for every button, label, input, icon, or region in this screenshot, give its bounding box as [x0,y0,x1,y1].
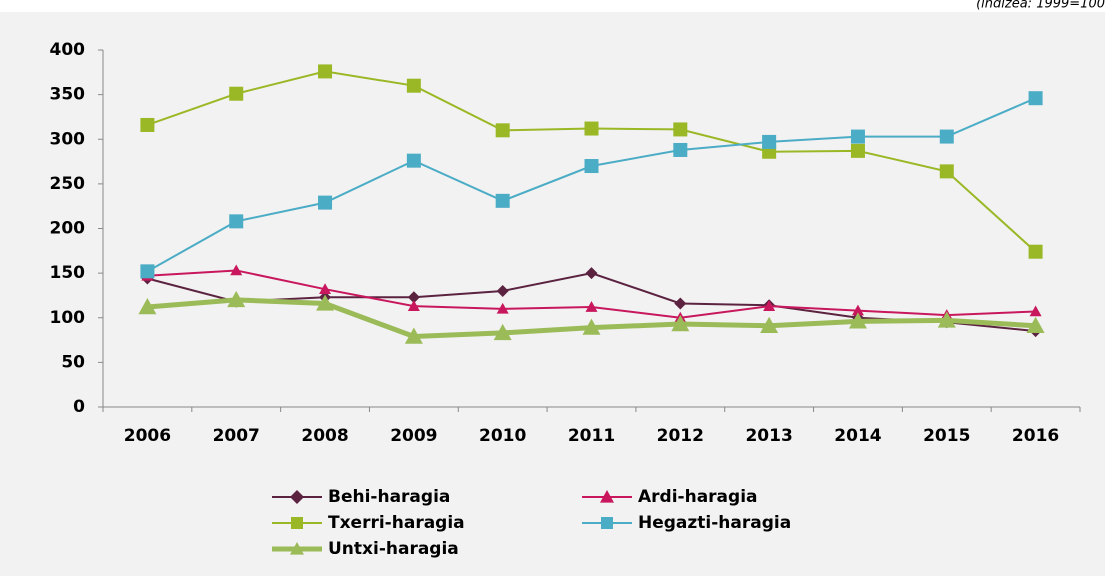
y-tick-label: 50 [61,352,85,372]
y-tick-label: 350 [50,85,86,105]
marker [851,304,864,316]
marker [407,300,420,311]
marker [290,542,304,555]
x-tick-label: 2011 [568,426,615,446]
marker [406,78,421,93]
marker [404,327,423,344]
marker [290,490,304,504]
marker [140,117,155,132]
marker [848,312,867,329]
marker [601,517,613,529]
marker [407,291,420,304]
marker [227,290,246,308]
y-tick-label: 100 [50,308,86,328]
marker [1028,244,1043,259]
x-tick-label: 2014 [834,426,881,446]
marker [582,318,601,335]
marker [850,143,865,158]
marker [600,490,614,503]
x-tick-label: 2010 [479,426,526,446]
y-tick-label: 400 [50,40,86,60]
marker [850,129,865,144]
marker [937,311,956,328]
marker [318,195,333,210]
marker [585,267,598,280]
legend-label: Hegazti-haragia [638,513,791,533]
marker [760,316,779,333]
legend-label: Txerri-haragia [328,513,465,533]
marker [763,300,776,311]
marker [496,284,509,297]
marker [138,298,157,315]
marker [939,164,954,179]
x-tick-label: 2007 [213,426,260,446]
top-band [0,0,1105,12]
marker [319,283,332,294]
y-tick-label: 0 [73,397,85,417]
marker [673,122,688,137]
marker [318,64,333,79]
marker [230,264,243,276]
y-tick-label: 300 [50,129,86,149]
x-tick-label: 2015 [923,426,970,446]
marker [1029,305,1042,317]
marker [1028,91,1043,106]
marker [674,297,687,310]
x-tick-label: 2016 [1012,426,1059,446]
x-tick-label: 2012 [657,426,704,446]
legend-label: Behi-haragia [328,487,450,507]
marker [229,214,244,229]
marker [495,193,510,208]
marker [316,294,335,311]
x-tick-label: 2006 [124,426,171,446]
marker [493,323,512,341]
legend-label: Ardi-haragia [638,487,758,507]
marker [762,134,777,149]
marker [291,517,303,529]
marker [140,264,155,279]
marker [406,153,421,168]
y-tick-label: 150 [50,263,86,283]
marker [939,129,954,144]
marker [671,314,690,332]
marker [496,302,509,314]
marker [673,142,688,157]
x-tick-label: 2009 [390,426,437,446]
y-tick-label: 250 [50,174,86,194]
x-tick-label: 2013 [745,426,792,446]
y-tick-label: 200 [50,219,86,239]
marker [229,86,244,101]
x-tick-label: 2008 [301,426,348,446]
marker [495,123,510,138]
marker [584,159,599,174]
marker [584,121,599,136]
note: (indizea: 1999=100 [976,0,1105,12]
marker [1026,316,1045,333]
legend-label: Untxi-haragia [328,539,459,559]
marker [585,301,598,312]
